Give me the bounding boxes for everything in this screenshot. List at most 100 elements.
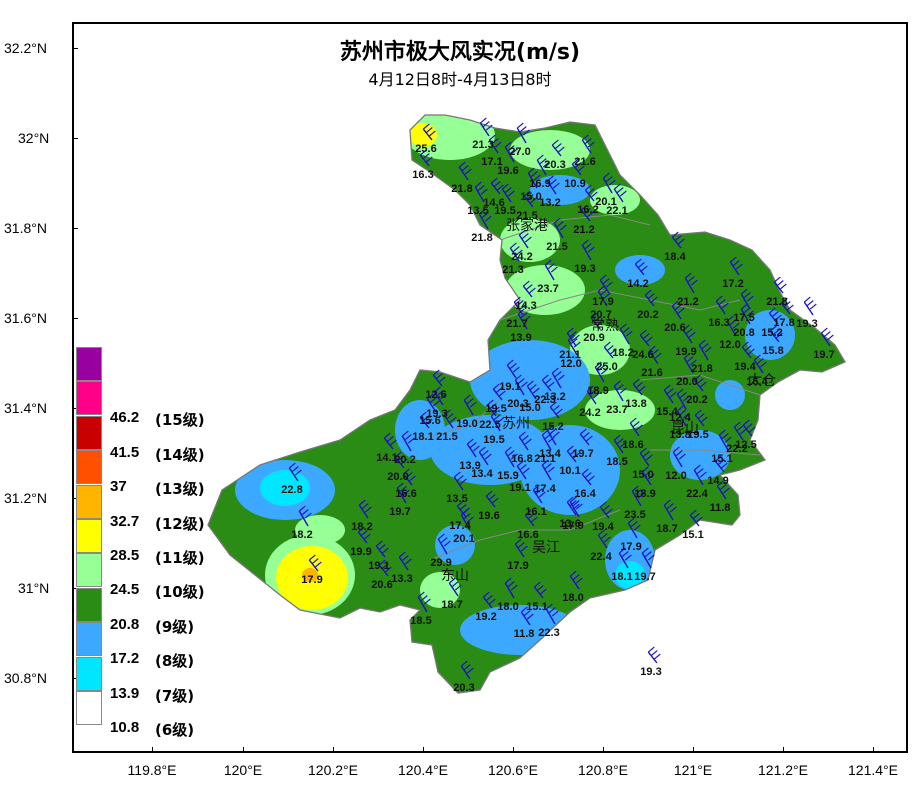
wind-barb-flag bbox=[401, 430, 409, 437]
station-value: 11.8 bbox=[710, 502, 731, 514]
wind-barb-flag bbox=[522, 280, 530, 287]
wind-barb-flag bbox=[586, 211, 594, 218]
station-value: 19.3 bbox=[426, 408, 447, 420]
wind-barb-flag bbox=[739, 428, 747, 435]
wind-barb bbox=[571, 163, 582, 176]
wind-barb-flag bbox=[440, 537, 448, 543]
wind-barb-flag bbox=[772, 329, 780, 335]
wind-barb-flag bbox=[504, 141, 512, 148]
station-value: 21.5 bbox=[516, 210, 537, 222]
wind-barb-flag bbox=[389, 439, 397, 446]
wind-barb-flag bbox=[635, 382, 643, 388]
station-value: 21.1 bbox=[534, 453, 555, 465]
wind-barb bbox=[422, 128, 433, 141]
wind-barb-flag bbox=[572, 334, 580, 341]
wind-barb-flag bbox=[733, 421, 741, 428]
station-value: 19.7 bbox=[572, 448, 593, 460]
wind-barb-flag bbox=[472, 445, 480, 452]
wind-barb-flag bbox=[776, 280, 784, 286]
wind-barb-flag bbox=[666, 388, 674, 394]
wind-barb-flag bbox=[521, 233, 529, 239]
station-value: 13.9 bbox=[510, 332, 531, 344]
station-value: 17.4 bbox=[534, 483, 556, 495]
wind-barb-flag bbox=[678, 453, 686, 460]
wind-barb bbox=[644, 294, 655, 307]
wind-barb-flag bbox=[523, 610, 531, 616]
wind-barb bbox=[694, 414, 705, 427]
wind-barb bbox=[358, 504, 369, 519]
wind-barb-flag bbox=[516, 460, 524, 467]
wind-barb bbox=[676, 410, 687, 427]
wind-barb-flag bbox=[625, 330, 633, 337]
station-value: 21.6 bbox=[574, 156, 595, 168]
wind-barb-flag bbox=[504, 577, 512, 584]
wind-barb-flag bbox=[532, 387, 540, 394]
wind-barb-flag bbox=[402, 489, 410, 496]
station-value: 19.5 bbox=[483, 434, 504, 446]
wind-barb-flag bbox=[551, 139, 559, 146]
legend-swatch bbox=[76, 622, 102, 657]
wind-barb-flag bbox=[485, 595, 493, 601]
station-value: 19.3 bbox=[574, 263, 595, 275]
lon-tick bbox=[152, 747, 153, 753]
wind-barb-flag bbox=[724, 436, 732, 443]
wind-barb-flag bbox=[650, 650, 658, 656]
wind-barb-flag bbox=[602, 278, 610, 284]
station-value: 15.9 bbox=[497, 470, 518, 482]
wind-barb-flag bbox=[572, 503, 580, 510]
wind-barb-flag bbox=[420, 595, 428, 601]
wind-barb bbox=[780, 302, 791, 315]
wind-barb-flag bbox=[488, 598, 496, 605]
station-value: 29.9 bbox=[430, 557, 451, 569]
wind-barb-flag bbox=[526, 194, 534, 200]
wind-barb-flag bbox=[504, 187, 512, 193]
wind-barb-flag bbox=[482, 121, 490, 127]
wind-barb bbox=[479, 122, 490, 137]
wind-barb bbox=[514, 379, 525, 396]
wind-barb-flag bbox=[726, 315, 734, 322]
wind-barb-flag bbox=[381, 563, 389, 569]
station-value: 20.2 bbox=[394, 454, 415, 466]
wind-barb-flag bbox=[405, 472, 413, 478]
wind-barb-flag bbox=[551, 610, 559, 617]
wind-barb-flag bbox=[461, 165, 469, 171]
lon-tick-label: 121°E bbox=[673, 762, 713, 778]
lat-tick-label: 31.8°N bbox=[4, 220, 47, 236]
station-value: 13.4 bbox=[471, 468, 493, 480]
station-value: 20.2 bbox=[686, 394, 707, 406]
station-value: 14.9 bbox=[707, 475, 728, 487]
wind-barb-flag bbox=[677, 307, 685, 314]
station-value: 15.6 bbox=[419, 415, 440, 427]
station-value: 20.2 bbox=[637, 309, 658, 321]
wind-barb bbox=[509, 247, 520, 262]
wind-barb-flag bbox=[663, 384, 671, 391]
wind-barb bbox=[619, 328, 630, 345]
wind-barb-flag bbox=[509, 242, 517, 249]
wind-barb-flag bbox=[514, 374, 522, 381]
station-value: 19.9 bbox=[675, 346, 696, 358]
wind-barb-flag bbox=[557, 146, 565, 153]
wind-barb-flag bbox=[524, 438, 532, 445]
wind-barb-flag bbox=[396, 482, 404, 489]
station-value: 18.9 bbox=[634, 488, 655, 500]
station-values: 25.6 21.327.016.317.119.6 20.3 21.616.9 10.9… bbox=[281, 139, 834, 694]
wind-barb bbox=[485, 495, 496, 508]
wind-barb-flag bbox=[504, 446, 512, 453]
station-value: 18.0 bbox=[497, 601, 518, 613]
station-value: 13.4 bbox=[539, 448, 561, 460]
wind-barb-flag bbox=[386, 436, 394, 442]
wind-barb-flag bbox=[599, 274, 607, 281]
wind-barb bbox=[684, 277, 695, 294]
station-value: 17.9 bbox=[507, 560, 528, 572]
map-title: 苏州市极大风实况(m/s) bbox=[339, 40, 581, 65]
station-value: 23.7 bbox=[537, 283, 558, 295]
station-value: 20.6 bbox=[371, 579, 392, 591]
wind-barb-flag bbox=[698, 339, 706, 346]
station-value: 17.9 bbox=[620, 541, 641, 553]
wind-barb-flag bbox=[597, 285, 605, 292]
wind-barb-flag bbox=[510, 148, 518, 155]
wind-barb bbox=[602, 177, 613, 194]
wind-barb bbox=[663, 389, 674, 404]
wind-barb-flag bbox=[689, 359, 697, 366]
